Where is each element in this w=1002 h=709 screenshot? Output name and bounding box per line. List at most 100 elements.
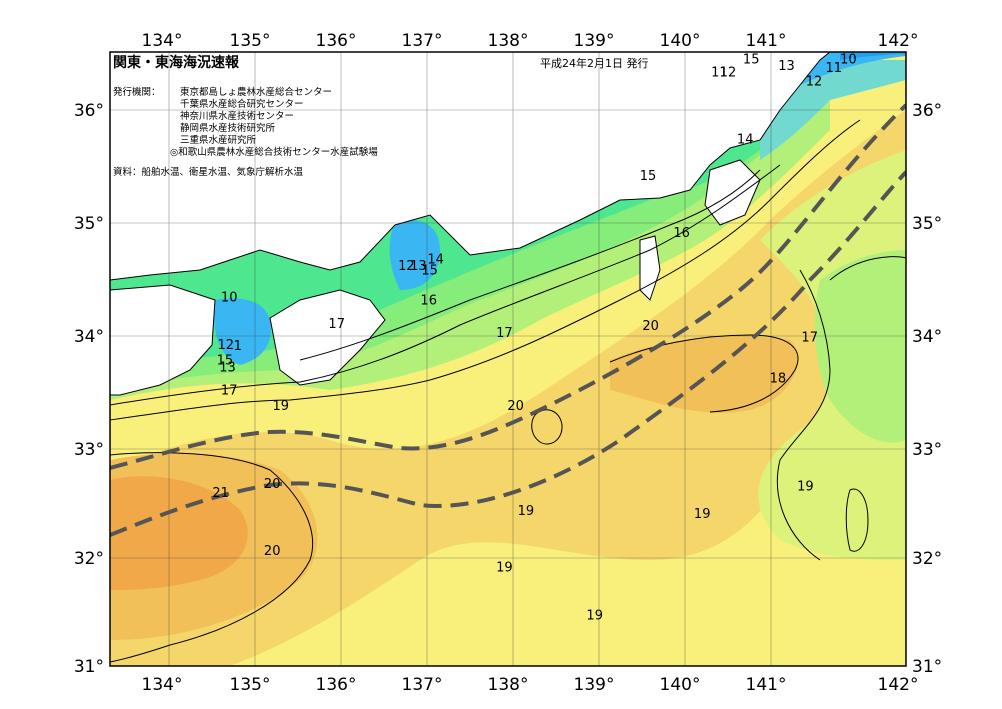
lat-label: 31°: [912, 657, 942, 677]
temperature-label: 1: [234, 339, 242, 354]
temperature-label: 15: [217, 354, 234, 369]
temperature-label: 17: [496, 326, 513, 341]
map-frame: [109, 51, 907, 667]
lon-label: 141°: [746, 31, 787, 51]
temperature-label: 14: [737, 132, 754, 147]
shikoku: [110, 284, 216, 396]
issuer-item: ◎和歌山県農林水産総合技術センター水産試験場: [170, 146, 378, 158]
temperature-label: 12: [218, 338, 235, 353]
lat-label: 32°: [74, 549, 104, 569]
lon-label: 134°: [142, 675, 183, 695]
isotherm-19-eddy: [845, 488, 869, 552]
longitude-labels-bottom: 134° 135° 136° 137° 138° 139° 140° 141° …: [142, 675, 919, 695]
isotherm-17-coast: [110, 164, 781, 406]
lon-label: 134°: [142, 31, 183, 51]
lon-label: 140°: [660, 675, 701, 695]
longitude-labels-top: 134° 135° 136° 137° 138° 139° 140° 141° …: [142, 31, 919, 51]
temperature-label: 14: [427, 253, 444, 268]
temperature-label: 15: [640, 169, 657, 184]
isotherm-20-eddy: [531, 409, 563, 445]
map-title: 関東・東海海況速報: [113, 54, 240, 71]
lon-label: 142°: [878, 675, 919, 695]
lat-label: 34°: [74, 327, 104, 347]
temperature-label: 13: [219, 360, 236, 375]
zone-10-east: [840, 52, 906, 60]
temperature-label: 17: [328, 317, 345, 332]
lon-label: 139°: [574, 675, 615, 695]
lat-label: 33°: [74, 440, 104, 460]
latitude-labels-right: 36° 35° 34° 33° 32° 31°: [912, 101, 942, 677]
isotherm-19-coast: [110, 119, 861, 421]
map-header: 関東・東海海況速報 平成24年2月1日 発行 発行機関： 東京都島しょ農林水産総…: [113, 54, 649, 178]
temperature-label: 19: [518, 504, 535, 519]
data-sources: 資料：船舶水温、衛星水温、気象庁解析水温: [113, 166, 304, 178]
lon-label: 136°: [316, 675, 357, 695]
temperature-label: 21: [212, 486, 229, 501]
issuer-item: 三重県水産研究所: [180, 134, 257, 146]
temperature-label: 19: [694, 507, 711, 522]
issuer-item: 静岡県水産技術研究所: [180, 122, 276, 134]
temperature-label: 19: [797, 479, 814, 494]
lat-label: 35°: [74, 214, 104, 234]
issuer-item: 千葉県水産総合研究センター: [180, 98, 304, 110]
lon-label: 137°: [402, 31, 443, 51]
lon-label: 136°: [316, 31, 357, 51]
lat-label: 36°: [912, 101, 942, 121]
lon-label: 135°: [230, 31, 271, 51]
lon-label: 140°: [660, 31, 701, 51]
temperature-label: 16: [673, 226, 690, 241]
temperature-label: 19: [273, 399, 290, 414]
temperature-label: 19: [496, 561, 513, 576]
lon-label: 135°: [230, 675, 271, 695]
temperature-label: 12: [806, 75, 823, 90]
lat-label: 32°: [912, 549, 942, 569]
lon-label: 139°: [574, 31, 615, 51]
temperature-label: 11: [711, 66, 728, 81]
lat-label: 35°: [912, 214, 942, 234]
lon-label: 142°: [878, 31, 919, 51]
lon-label: 137°: [402, 675, 443, 695]
temperature-label: 12: [720, 66, 737, 81]
isotherm-lines: [110, 119, 906, 663]
temperature-label: 17: [801, 330, 818, 345]
lat-lon-grid: [110, 52, 906, 666]
isotherm-17-east: [829, 256, 906, 281]
isotherm-20-offshore: [609, 334, 799, 413]
temperature-label: 20: [264, 477, 281, 492]
zone-20: [610, 336, 798, 413]
lat-label: 31°: [74, 657, 104, 677]
lon-label: 138°: [488, 675, 529, 695]
temperature-label: 15: [421, 264, 438, 279]
lat-label: 34°: [912, 327, 942, 347]
temperature-label: 10: [840, 52, 857, 67]
zone-21: [110, 476, 248, 590]
lon-label: 138°: [488, 31, 529, 51]
lon-label: 141°: [746, 675, 787, 695]
osaka-bay: [214, 298, 271, 365]
kuroshio-north-edge: [110, 103, 906, 470]
isotherm-18-east: [776, 269, 831, 561]
isotherm-20-west: [110, 452, 314, 663]
ise-bay: [389, 219, 440, 290]
issue-date: 平成24年2月1日 発行: [540, 56, 649, 70]
latitude-labels-left: 36° 35° 34° 33° 32° 31°: [74, 101, 104, 677]
issuer-item: 神奈川県水産技術センター: [180, 110, 294, 122]
kii-peninsula: [269, 289, 386, 386]
temperature-label: 20: [642, 319, 659, 334]
kuroshio-axis: [110, 103, 906, 537]
temperature-label: 12: [398, 259, 415, 274]
kuroshio-south-edge: [110, 170, 906, 537]
temperature-label: 15: [743, 52, 760, 67]
issuer-label: 発行機関：: [113, 86, 161, 98]
issuer-item: 東京都島しょ農林水産総合センター: [180, 86, 332, 98]
temperature-label: 16: [420, 294, 437, 309]
temperature-label: 10: [221, 290, 238, 305]
lat-label: 36°: [74, 101, 104, 121]
temperature-label: 20: [264, 544, 281, 559]
temperature-label: 18: [770, 371, 787, 386]
temperature-label: 13: [410, 259, 427, 274]
temperature-label: 17: [221, 384, 238, 399]
temperature-label: 19: [586, 608, 603, 623]
